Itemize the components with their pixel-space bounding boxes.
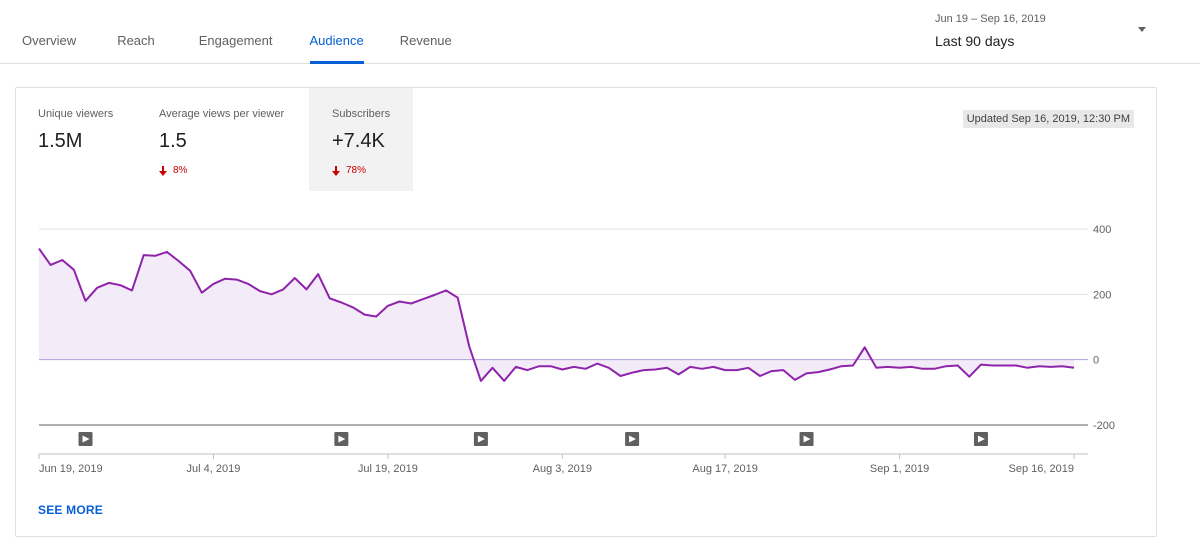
dropdown-caret-icon bbox=[1138, 27, 1146, 32]
metric-label: Unique viewers bbox=[38, 108, 114, 120]
analytics-tabs: Overview Reach Engagement Audience Reven… bbox=[22, 0, 452, 64]
chart-area bbox=[39, 248, 1074, 381]
see-more-link[interactable]: SEE MORE bbox=[38, 503, 103, 517]
metric-value: 1.5M bbox=[38, 130, 83, 152]
x-tick-label: Jun 19, 2019 bbox=[39, 463, 103, 475]
metric-delta-value: 78% bbox=[346, 165, 367, 176]
subscribers-chart: 400 200 0 -200 Jun 19, 2019 Jul 4, 2019 Jul 1… bbox=[38, 224, 1115, 475]
y-tick-label: 0 bbox=[1093, 355, 1099, 367]
chart-line bbox=[38, 248, 1075, 382]
x-tick-label: Jul 4, 2019 bbox=[187, 463, 241, 475]
x-tick-label: Aug 3, 2019 bbox=[533, 463, 592, 475]
metric-value: 1.5 bbox=[159, 130, 187, 152]
metric-label: Subscribers bbox=[332, 108, 391, 120]
metric-delta: 78% bbox=[332, 165, 413, 176]
tab-engagement[interactable]: Engagement bbox=[198, 33, 273, 48]
metric-subscribers[interactable]: Subscribers +7.4K 78% bbox=[309, 88, 413, 191]
metric-delta: 8% bbox=[159, 165, 309, 176]
metric-average-views-per-viewer[interactable]: Average views per viewer 1.5 8% bbox=[154, 88, 309, 191]
x-tick-label: Sep 16, 2019 bbox=[1009, 463, 1074, 475]
audience-card: Unique viewers 1.5M Average views per vi… bbox=[15, 87, 1157, 537]
metric-delta-value: 8% bbox=[173, 165, 188, 176]
play-icon[interactable] bbox=[799, 432, 814, 446]
play-icon[interactable] bbox=[973, 432, 988, 446]
x-tick-label: Jul 19, 2019 bbox=[358, 463, 418, 475]
date-range-selected: Last 90 days bbox=[935, 33, 1015, 49]
top-navigation: Overview Reach Engagement Audience Reven… bbox=[0, 0, 1200, 64]
play-icon[interactable] bbox=[78, 432, 93, 446]
y-tick-label: -200 bbox=[1093, 420, 1115, 432]
updated-timestamp: Updated Sep 16, 2019, 12:30 PM bbox=[962, 110, 1134, 128]
y-tick-label: 400 bbox=[1093, 224, 1111, 236]
play-icon[interactable] bbox=[625, 432, 640, 446]
metric-label: Average views per viewer bbox=[159, 108, 285, 120]
metric-value: +7.4K bbox=[332, 130, 385, 152]
tab-overview[interactable]: Overview bbox=[22, 33, 77, 48]
metric-unique-viewers[interactable]: Unique viewers 1.5M bbox=[16, 88, 154, 191]
tab-revenue[interactable]: Revenue bbox=[399, 33, 452, 48]
arrow-down-icon bbox=[332, 165, 340, 176]
play-icon[interactable] bbox=[473, 432, 488, 446]
x-tick-label: Sep 1, 2019 bbox=[870, 463, 929, 475]
date-range-picker[interactable]: Jun 19 – Sep 16, 2019 Last 90 days bbox=[935, 12, 1155, 54]
date-range-text: Jun 19 – Sep 16, 2019 bbox=[935, 13, 1046, 25]
x-tick-label: Aug 17, 2019 bbox=[692, 463, 757, 475]
tab-audience[interactable]: Audience bbox=[309, 0, 364, 64]
y-tick-label: 200 bbox=[1093, 289, 1111, 301]
arrow-down-icon bbox=[159, 165, 167, 176]
play-icon[interactable] bbox=[334, 432, 349, 446]
tab-reach[interactable]: Reach bbox=[117, 33, 155, 48]
